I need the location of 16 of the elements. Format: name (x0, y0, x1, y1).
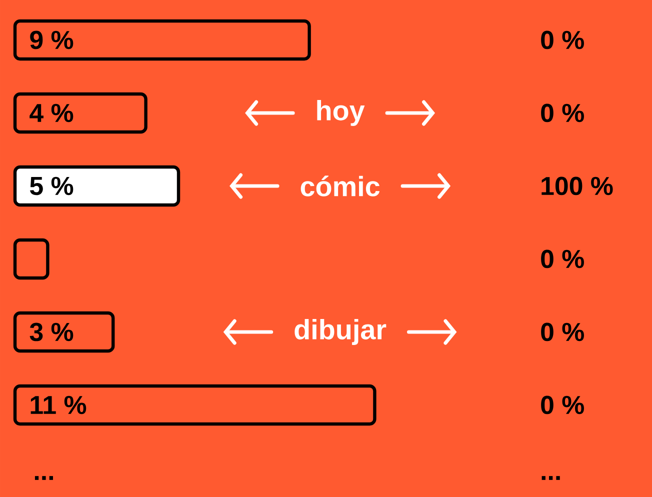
text: 100 % (542, 176, 613, 196)
data-label: 11 % (30, 396, 86, 414)
text: 0 % (541, 322, 584, 342)
data-label: 5 % (30, 176, 74, 196)
data-label: 3 % (30, 322, 74, 342)
data-label: 4 % (30, 104, 74, 122)
y-tick-label: dibujar (294, 318, 386, 345)
text: 0 % (541, 30, 584, 50)
text: 0 % (541, 104, 584, 122)
text: ... (34, 476, 53, 480)
data-label: 9 % (30, 30, 74, 50)
text: 0 % (541, 250, 584, 268)
text: ... (542, 476, 560, 480)
y-tick-label: hoy (317, 100, 365, 126)
text: 0 % (541, 396, 584, 414)
y-tick-label: cómic (300, 176, 380, 196)
